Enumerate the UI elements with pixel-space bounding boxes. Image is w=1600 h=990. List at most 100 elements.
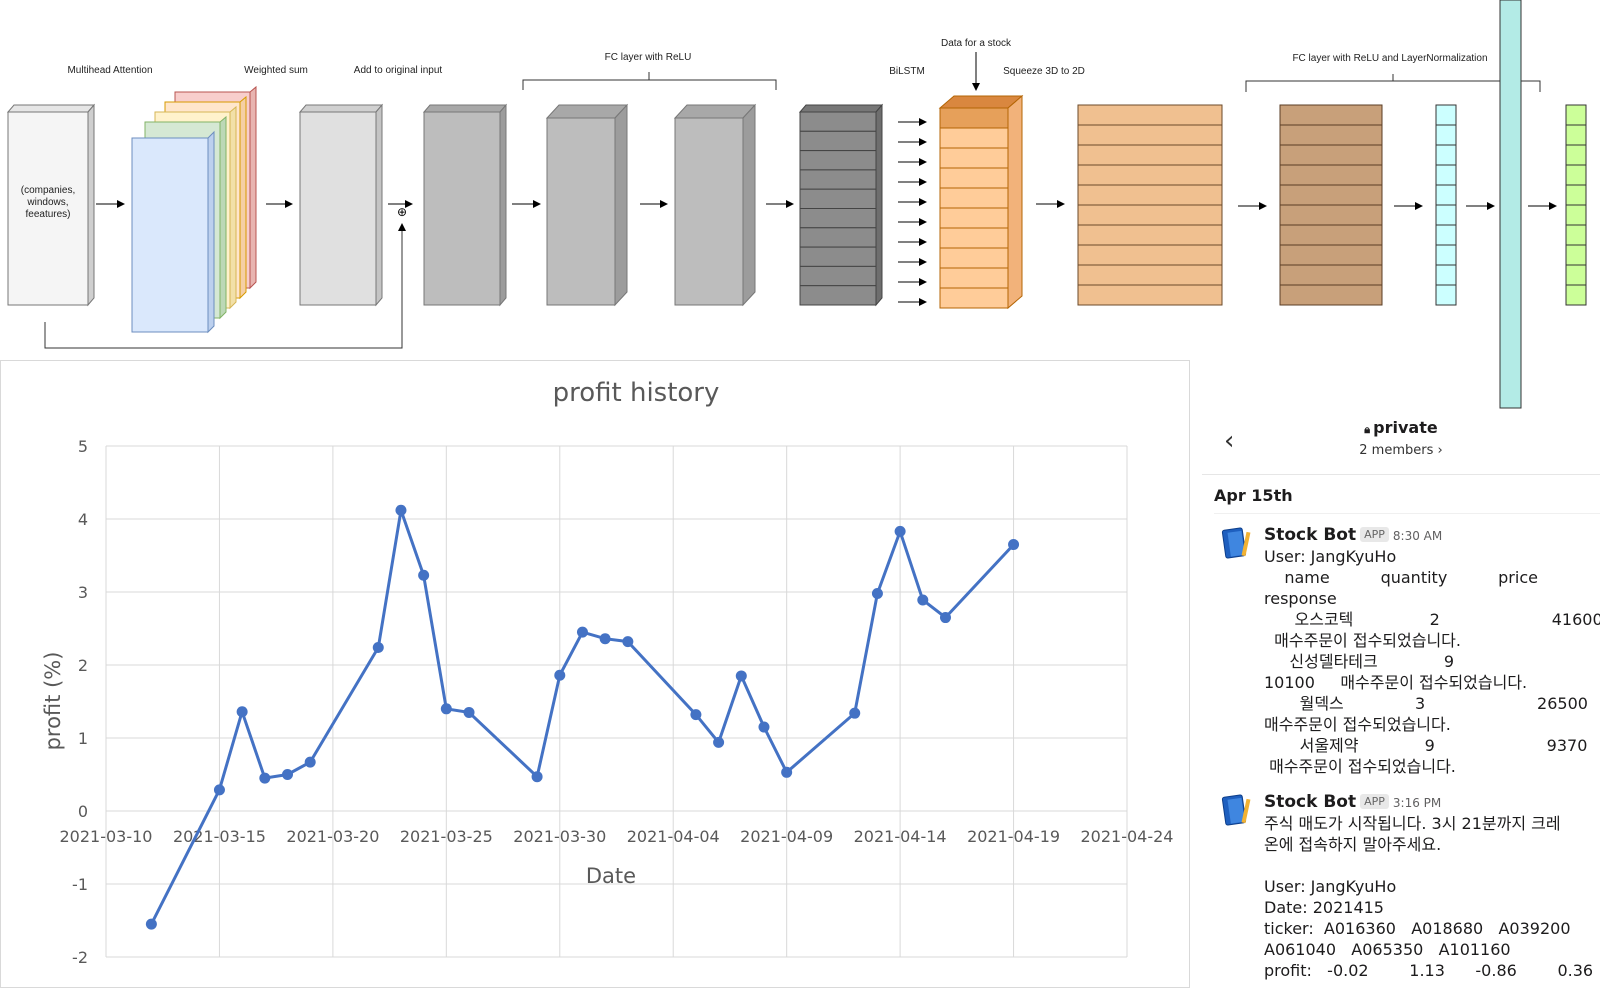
bot-avatar-book-icon[interactable] [1220, 793, 1252, 827]
data-point [304, 756, 316, 768]
data-point [849, 707, 861, 719]
x-axis-label: Date [586, 864, 636, 888]
y-tick-label: -2 [72, 948, 88, 967]
residual-connection [44, 223, 406, 349]
channel-members-link[interactable]: 2 members › [1359, 443, 1443, 458]
data-point [440, 703, 452, 715]
x-tick-label: 2021-04-14 [854, 827, 947, 846]
message-text-line: 매수주문이 접수되었습니다. [1264, 715, 1451, 734]
sender-name[interactable]: Stock Bot [1264, 792, 1357, 812]
message-text-line: name quantity price [1264, 568, 1538, 587]
svg-text:windows,: windows, [26, 197, 68, 208]
data-point [372, 641, 384, 653]
label-data-for-stock: Data for a stock [941, 38, 1012, 49]
fc-layernorm-block [1279, 104, 1383, 306]
date-divider: Apr 15th [1214, 483, 1600, 514]
bilstm-arrows [898, 118, 927, 306]
y-tick-label: 3 [78, 583, 88, 602]
attention-heads [131, 85, 257, 334]
fc-block-2 [673, 103, 757, 307]
data-point [894, 525, 906, 537]
x-tick-label: 2021-04-04 [627, 827, 720, 846]
y-axis-ticks: 5 4 3 2 1 0 -1 -2 [72, 437, 88, 967]
data-point [1008, 539, 1020, 551]
message-text-line: 서울제약 9 9370 [1264, 736, 1588, 755]
message-timestamp[interactable]: 8:30 AM [1392, 529, 1443, 543]
app-badge: APP [1360, 527, 1389, 542]
chart-title: profit history [553, 378, 720, 408]
data-point [463, 706, 475, 718]
message-text-line: response [1264, 589, 1337, 608]
stock-data-stack [938, 94, 1024, 310]
chart-grid [105, 445, 1128, 958]
lock-icon: 🔒︎ [1364, 423, 1371, 436]
x-tick-label: 2021-03-25 [400, 827, 493, 846]
label-fc-relu-layernorm: FC layer with ReLU and LayerNormalizatio… [1292, 53, 1487, 64]
data-point [236, 706, 248, 718]
message-timestamp[interactable]: 3:16 PM [1392, 796, 1442, 810]
x-tick-label: 2021-04-19 [967, 827, 1060, 846]
data-point [259, 772, 271, 784]
message-text-line: A061040 A065350 A101160 [1264, 940, 1511, 959]
message-text-line: ticker: A016360 A018680 A039200 [1264, 919, 1571, 938]
teal-bar [1499, 0, 1522, 409]
svg-text:feeatures): feeatures) [25, 209, 70, 220]
squeezed-2d-block [1077, 104, 1223, 306]
data-point [599, 633, 611, 645]
weighted-sum-block [298, 103, 384, 307]
profit-chart-panel: profit history 5 4 3 2 1 0 -1 -2 2021-03-10 2021… [0, 360, 1190, 988]
data-point [939, 612, 951, 624]
x-tick-label: 2021-03-15 [173, 827, 266, 846]
message-list: Stock Bot APP 8:30 AM User: JangKyuHo name … [1202, 524, 1600, 981]
x-axis-ticks: 2021-03-10 2021-03-15 2021-03-20 2021-03-25… [60, 827, 1174, 846]
data-point [690, 709, 702, 721]
data-point [531, 771, 543, 783]
message-text-line: 매수주문이 접수되었습니다. [1264, 757, 1456, 776]
message-text-line: 신성델타테크 9 [1264, 652, 1455, 671]
data-point [622, 636, 634, 648]
channel-header: ‹ 🔒︎ private 2 members › [1202, 410, 1600, 475]
chat-message: Stock Bot APP 3:16 PM 주식 매도가 시작됩니다. 3시 21분까… [1202, 791, 1600, 981]
channel-title[interactable]: 🔒︎ private [1202, 418, 1600, 437]
message-text-line [1264, 855, 1600, 876]
y-axis-label: profit (%) [41, 652, 65, 751]
message-text-line: 온에 접속하지 말아주세요. [1264, 835, 1442, 854]
y-tick-label: -1 [72, 875, 88, 894]
y-tick-label: 0 [78, 802, 88, 821]
label-squeeze: Squeeze 3D to 2D [1003, 66, 1085, 77]
output-vector [1565, 104, 1587, 306]
x-tick-label: 2021-03-20 [286, 827, 379, 846]
data-point [576, 626, 588, 638]
sender-name[interactable]: Stock Bot [1264, 525, 1357, 545]
plus-icon: ⊕ [397, 205, 407, 219]
message-text-line: 매수주문이 접수되었습니다. [1264, 631, 1461, 650]
fc-block-1 [545, 103, 629, 307]
message-text-line: profit: -0.02 1.13 -0.86 0.36 [1264, 961, 1594, 980]
cyan-vector [1435, 104, 1457, 306]
svg-text:(companies,: (companies, [21, 185, 75, 196]
x-tick-label: 2021-04-24 [1081, 827, 1174, 846]
back-arrow-icon[interactable]: ‹ [1224, 426, 1235, 456]
data-point [735, 670, 747, 682]
label-multihead-attention: Multihead Attention [67, 65, 152, 76]
y-tick-label: 5 [78, 437, 88, 456]
channel-name: private [1373, 418, 1438, 437]
data-point [282, 769, 294, 780]
message-text-line: User: JangKyuHo [1264, 547, 1397, 566]
bilstm-output-stack [798, 103, 884, 307]
app-badge: APP [1360, 794, 1389, 809]
message-text-line: 주식 매도가 시작됩니다. 3시 21분까지 크레 [1264, 814, 1561, 833]
bot-avatar-book-icon[interactable] [1220, 526, 1252, 560]
data-point [781, 766, 793, 778]
y-tick-label: 4 [78, 510, 88, 529]
brace-fc-relu-layernorm [1245, 74, 1541, 92]
chat-message: Stock Bot APP 8:30 AM User: JangKyuHo name … [1202, 524, 1600, 777]
message-text-line: 월덱스 3 26500 [1264, 694, 1588, 713]
x-tick-label: 2021-04-09 [740, 827, 833, 846]
message-text-line: Date: 2021415 [1264, 898, 1384, 917]
profit-series [145, 504, 1020, 930]
data-point [145, 918, 157, 930]
message-text-line: User: JangKyuHo [1264, 877, 1397, 896]
x-tick-label: 2021-03-10 [60, 827, 153, 846]
